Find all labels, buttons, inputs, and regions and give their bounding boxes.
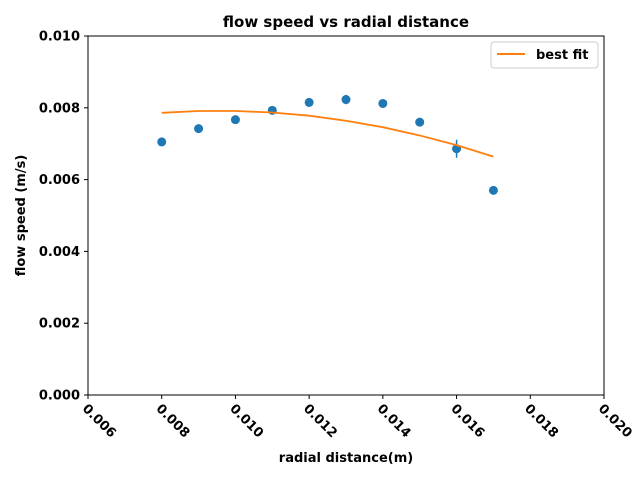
x-tick-label: 0.020 bbox=[595, 401, 635, 441]
data-point bbox=[194, 124, 204, 134]
data-point bbox=[230, 115, 240, 125]
x-tick-label: 0.012 bbox=[300, 401, 340, 441]
chart-title: flow speed vs radial distance bbox=[223, 13, 469, 31]
x-axis-ticks: 0.006 0.008 0.010 0.012 0.014 0.016 0.018 0.020 bbox=[79, 395, 635, 441]
data-point bbox=[378, 98, 388, 108]
x-tick-label: 0.014 bbox=[374, 401, 414, 441]
plot-area bbox=[88, 36, 604, 395]
axes bbox=[87, 35, 605, 396]
data-point bbox=[157, 137, 167, 147]
data-point bbox=[415, 117, 425, 127]
y-tick-label: 0.004 bbox=[39, 245, 80, 260]
y-tick-label: 0.008 bbox=[39, 101, 80, 116]
data-point bbox=[488, 185, 498, 195]
x-tick-label: 0.008 bbox=[153, 401, 193, 441]
x-tick-label: 0.006 bbox=[79, 401, 119, 441]
legend: best fit bbox=[490, 41, 599, 69]
x-tick-label: 0.018 bbox=[521, 401, 561, 441]
plot-marks bbox=[157, 94, 498, 195]
legend-label-best-fit: best fit bbox=[536, 48, 588, 63]
y-tick-label: 0.002 bbox=[39, 317, 80, 332]
y-tick-label: 0.000 bbox=[39, 389, 80, 404]
plot-frame bbox=[87, 35, 605, 396]
y-axis-ticks: 0.000 0.002 0.004 0.006 0.008 0.010 bbox=[39, 30, 88, 404]
y-tick-label: 0.010 bbox=[39, 30, 80, 45]
x-tick-label: 0.016 bbox=[448, 401, 488, 441]
data-point bbox=[304, 97, 314, 107]
data-point bbox=[341, 95, 351, 105]
best-fit-line bbox=[161, 110, 494, 158]
legend-box bbox=[490, 41, 599, 69]
y-axis-label: flow speed (m/s) bbox=[14, 155, 29, 277]
x-tick-label: 0.010 bbox=[226, 401, 266, 441]
y-tick-label: 0.006 bbox=[39, 173, 80, 188]
x-axis-label: radial distance(m) bbox=[279, 451, 413, 466]
